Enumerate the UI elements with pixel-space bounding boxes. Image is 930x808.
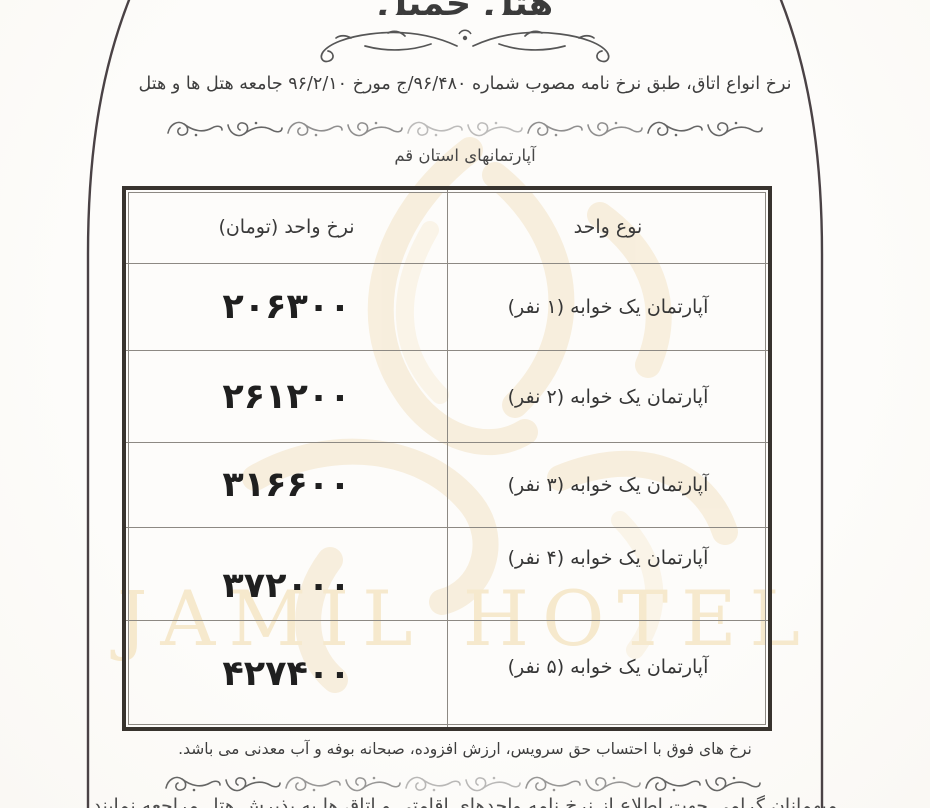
section-title: آپارتمانهای استان قم: [394, 146, 536, 165]
page-title-clipped: هتل جمیل: [0, 0, 930, 15]
ornament-top-flourish: [320, 29, 610, 63]
column-header-unit-rate: نرخ واحد (تومان): [126, 190, 447, 264]
table-row-price: ۲۶۱۲۰۰: [126, 351, 447, 443]
table-row-type: آپارتمان یک خوابه (۴ نفر): [447, 528, 768, 621]
table-row-price: ۳۱۶۶۰۰: [126, 443, 447, 528]
page-title-text: هتل جمیل: [377, 0, 553, 15]
footer-note: نرخ های فوق با احتساب حق سرویس، ارزش افز…: [178, 740, 752, 758]
ornament-divider-top: [167, 120, 763, 138]
tariff-reference-line: نرخ انواع اتاق، طبق نرخ نامه مصوب شماره …: [138, 74, 792, 94]
clipped-bottom-line: میهمانان گرامی جهت اطلاع از نرخ نامه واح…: [92, 795, 838, 808]
column-header-unit-type: نوع واحد: [447, 190, 768, 264]
table-row-price: ۴۲۷۴۰۰: [222, 654, 351, 694]
table-row-type: آپارتمان یک خوابه (۳ نفر): [447, 443, 768, 528]
table-row-type: آپارتمان یک خوابه (۱ نفر): [447, 264, 768, 351]
table-row-type: آپارتمان یک خوابه (۵ نفر): [447, 621, 768, 727]
table-row-type: آپارتمان یک خوابه (۲ نفر): [447, 351, 768, 443]
ornament-divider-bottom: [165, 775, 761, 793]
hotel-name-watermark: JAMIL HOTEL: [116, 574, 814, 663]
price-table: نوع واحد نرخ واحد (تومان) آپارتمان یک خو…: [122, 186, 772, 731]
table-row-price: ۲۰۶۳۰۰: [126, 264, 447, 351]
table-row-price: ۳۷۲۰۰۰: [126, 528, 447, 621]
